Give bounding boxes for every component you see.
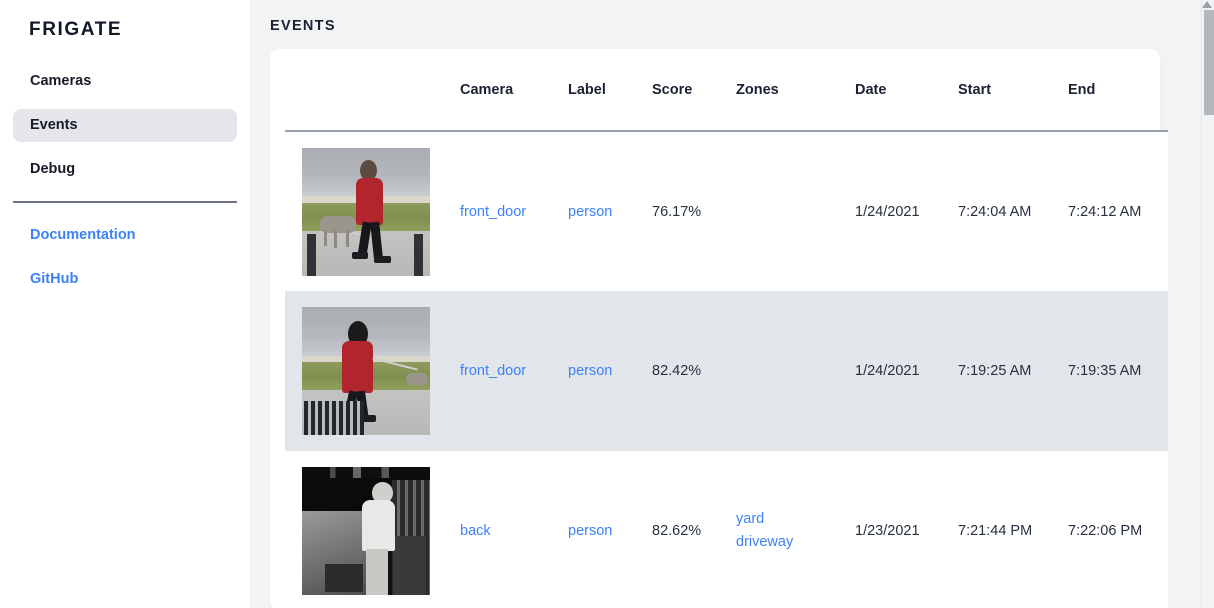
page-scrollbar[interactable]: [1201, 0, 1214, 608]
column-header-zones: Zones: [736, 49, 855, 132]
detected-dog: [406, 373, 428, 385]
person-shoe-front: [360, 415, 376, 422]
event-date-cell: 1/23/2021: [855, 451, 958, 608]
sidebar-link-documentation[interactable]: Documentation: [30, 226, 136, 243]
person-coat: [342, 341, 373, 393]
column-header-label: Label: [568, 49, 652, 132]
scene-box: [392, 536, 427, 595]
event-camera-cell: front_door: [460, 131, 568, 291]
event-camera-cell: back: [460, 451, 568, 608]
events-card: Camera Label Score Zones Date Start End: [270, 49, 1168, 608]
person-head: [372, 482, 393, 505]
event-date-cell: 1/24/2021: [855, 291, 958, 451]
event-zones-cell: yard driveway: [736, 451, 855, 608]
event-thumbnail-image[interactable]: [302, 467, 430, 595]
events-table-head: Camera Label Score Zones Date Start End: [285, 49, 1168, 132]
person-pants: [366, 548, 388, 595]
event-label-cell: person: [568, 291, 652, 451]
dog-leg-1: [324, 229, 327, 246]
camera-link[interactable]: front_door: [460, 203, 527, 220]
sidebar-divider: [13, 201, 237, 203]
page-title: EVENTS: [270, 18, 336, 34]
sidebar-item-debug[interactable]: Debug: [30, 161, 76, 177]
sidebar-item-events[interactable]: Events: [13, 109, 237, 142]
zone-link[interactable]: yard: [736, 511, 765, 527]
sidebar: FRIGATE Cameras Events Debug Documentati…: [0, 0, 250, 608]
sidebar-external-links: Documentation GitHub: [0, 219, 250, 295]
event-thumbnail-image[interactable]: [302, 147, 430, 276]
camera-link[interactable]: front_door: [460, 363, 527, 379]
event-zones-cell: [736, 291, 855, 451]
event-date-cell: 1/24/2021: [855, 131, 958, 291]
event-score-cell: 82.62%: [652, 451, 736, 608]
person-head: [348, 321, 368, 347]
person-shoe-back: [352, 251, 368, 259]
column-header-end: End: [1068, 49, 1168, 132]
person-coat: [356, 177, 383, 225]
column-header-date: Date: [855, 49, 958, 132]
label-link[interactable]: person: [568, 363, 613, 379]
event-score-cell: 82.42%: [652, 291, 736, 451]
event-label-cell: person: [568, 451, 652, 608]
label-link[interactable]: person: [568, 523, 613, 539]
column-header-thumbnail: [285, 49, 460, 132]
event-thumbnail-cell: [285, 131, 460, 291]
app-brand-title: FRIGATE: [29, 19, 123, 40]
label-link[interactable]: person: [568, 203, 613, 220]
event-end-cell: 7:22:06 PM: [1068, 451, 1168, 608]
event-thumbnail-cell: [285, 291, 460, 451]
event-start-cell: 7:19:25 AM: [958, 291, 1068, 451]
scene-crate: [325, 564, 364, 593]
event-end-cell: 7:24:12 AM: [1068, 131, 1168, 291]
main-content: EVENTS Camera Label Score Zones Date Sta…: [250, 0, 1214, 608]
scrollbar-thumb[interactable]: [1204, 10, 1214, 115]
table-row[interactable]: back person 82.62% yard driveway 1/23/20…: [285, 451, 1168, 608]
scene-railing-left: [307, 233, 316, 276]
person-shoe-front: [374, 255, 391, 263]
table-row[interactable]: front_door person 76.17% 1/24/2021 7:24:…: [285, 131, 1168, 291]
column-header-start: Start: [958, 49, 1068, 132]
event-label-cell: person: [568, 131, 652, 291]
event-thumbnail-cell: [285, 451, 460, 608]
event-start-cell: 7:24:04 AM: [958, 131, 1068, 291]
event-start-cell: 7:21:44 PM: [958, 451, 1068, 608]
column-header-score: Score: [652, 49, 736, 132]
event-score-cell: 76.17%: [652, 131, 736, 291]
camera-timestamp-overlay: [302, 467, 430, 478]
scroll-up-arrow-icon[interactable]: [1202, 1, 1212, 8]
sidebar-nav: Cameras Events Debug: [0, 65, 250, 186]
dog-leg-3: [346, 229, 349, 247]
event-thumbnail-image[interactable]: [302, 307, 430, 435]
person-shirt: [362, 500, 396, 552]
scene-railing-left: [304, 401, 364, 435]
event-zones-cell: [736, 131, 855, 291]
zone-link[interactable]: driveway: [736, 534, 794, 550]
event-camera-cell: front_door: [460, 291, 568, 451]
table-header-row: Camera Label Score Zones Date Start End: [285, 49, 1168, 132]
events-table: Camera Label Score Zones Date Start End: [285, 49, 1168, 608]
dog-leg-2: [334, 229, 337, 248]
table-row[interactable]: front_door person 82.42% 1/24/2021 7:19:…: [285, 291, 1168, 451]
person-head: [360, 159, 377, 181]
scene-railing-right: [414, 233, 423, 276]
sidebar-item-cameras[interactable]: Cameras: [30, 73, 92, 89]
event-end-cell: 7:19:35 AM: [1068, 291, 1168, 451]
sidebar-link-github[interactable]: GitHub: [30, 270, 79, 287]
events-table-body: front_door person 76.17% 1/24/2021 7:24:…: [285, 131, 1168, 608]
detected-dog: [320, 215, 356, 233]
camera-link[interactable]: back: [460, 523, 491, 539]
column-header-camera: Camera: [460, 49, 568, 132]
